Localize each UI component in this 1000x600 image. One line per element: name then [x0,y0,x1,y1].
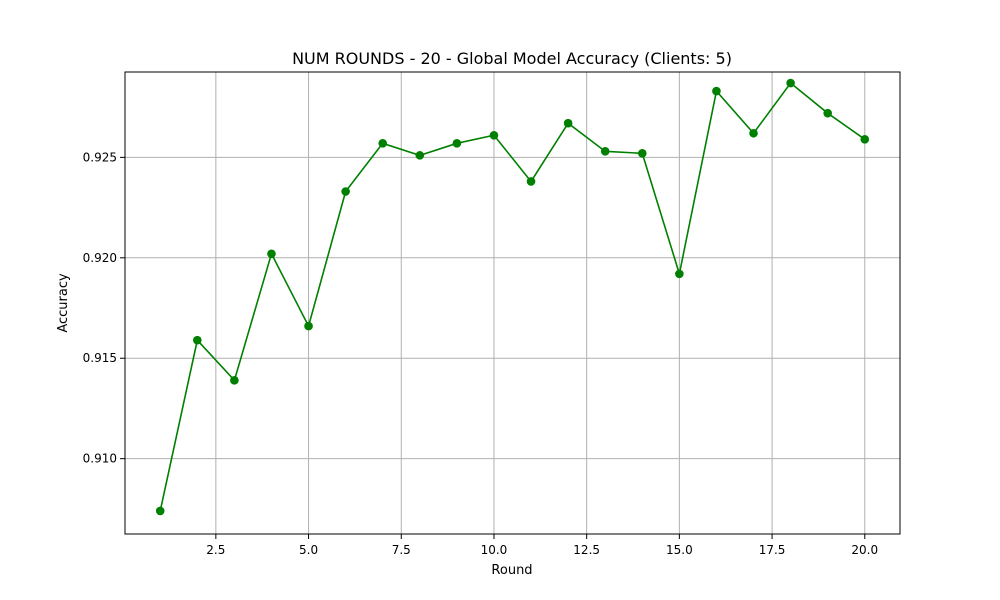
data-point [341,187,350,196]
y-tick-label: 0.915 [83,351,117,365]
data-point [267,249,276,259]
data-point [304,321,313,331]
data-point [823,108,832,118]
data-point [563,118,573,128]
x-tick-label: 10.0 [481,543,508,557]
x-tick-label: 5.0 [299,543,318,557]
y-tick-label: 0.910 [83,452,117,466]
x-tick-label: 12.5 [573,543,600,557]
y-axis-label: Accuracy [56,273,71,333]
data-point [489,130,499,140]
data-point [675,269,684,279]
data-point [452,139,462,148]
y-tick-label: 0.925 [83,150,117,164]
x-axis-label: Round [491,563,532,578]
x-tick-label: 2.5 [206,543,225,557]
data-point [637,149,647,158]
data-point [155,506,165,516]
ticks: 2.5 5.0 7.5 10.0 12.5 15.0 17.5 20.0 0.910 0.915 0… [83,150,878,557]
series-line [159,81,866,512]
data-point [600,147,610,156]
y-tick-label: 0.920 [83,251,117,265]
grid [125,72,900,534]
data-point [230,376,239,385]
data-point [415,151,425,160]
data-point [786,78,795,88]
x-tick-label: 15.0 [666,543,693,557]
x-tick-label: 20.0 [851,543,878,557]
data-point [860,134,870,144]
data-point [193,335,202,345]
plot-frame [124,71,901,535]
series [155,78,870,516]
data-point [526,177,536,186]
x-tick-label: 17.5 [759,543,786,557]
data-point [712,86,721,96]
data-point [749,128,758,138]
data-point [378,139,388,148]
chart-title: NUM ROUNDS - 20 - Global Model Accuracy … [292,49,732,68]
x-tick-label: 7.5 [392,543,411,557]
